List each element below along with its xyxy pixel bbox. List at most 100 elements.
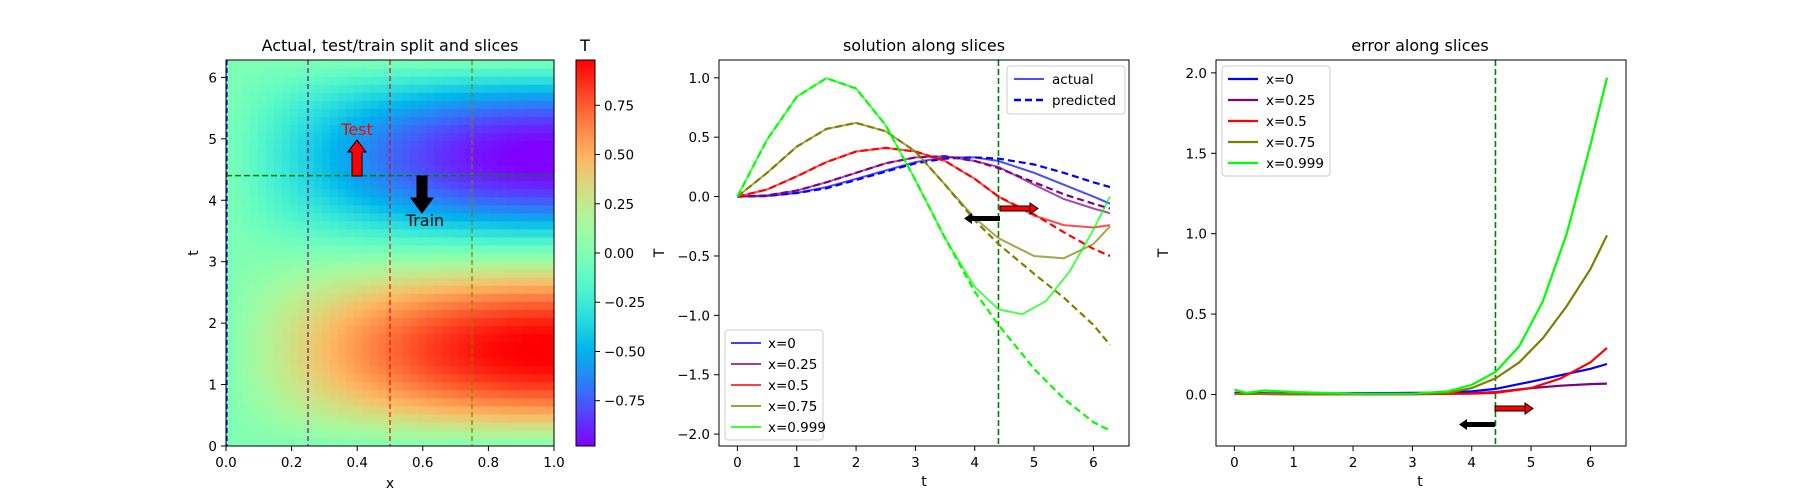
heatmap-cell — [410, 349, 419, 359]
heatmap-cell — [330, 212, 339, 222]
heatmap-cell — [282, 108, 291, 117]
heatmap-cell — [514, 180, 523, 190]
heatmap-cell — [322, 116, 331, 125]
heatmap-cell — [474, 204, 483, 214]
heatmap-cell — [546, 349, 555, 359]
heatmap-cell — [482, 180, 491, 190]
heatmap-cell — [450, 212, 459, 222]
heatmap-cell — [466, 405, 475, 415]
heatmap-cell — [330, 132, 339, 142]
heatmap-cell — [346, 164, 355, 174]
heatmap-cell — [498, 357, 507, 367]
heatmap-cell — [538, 341, 547, 351]
heatmap-cell — [338, 325, 347, 335]
heatmap-cell — [226, 172, 235, 182]
heatmap-cell — [306, 269, 315, 278]
heatmap-cell — [266, 180, 275, 190]
heatmap-cell — [354, 76, 363, 85]
heatmap-cell — [506, 397, 515, 407]
heatmap-cell — [410, 140, 419, 150]
heatmap-cell — [402, 373, 411, 383]
heatmap-cell — [234, 76, 243, 85]
heatmap-cell — [410, 236, 419, 246]
heatmap-cell — [282, 317, 291, 326]
heatmap-cell — [450, 196, 459, 206]
heatmap-cell — [266, 116, 275, 125]
heatmap-cell — [466, 132, 475, 142]
heatmap-cell — [354, 389, 363, 399]
heatmap-cell — [418, 60, 427, 69]
heatmap-cell — [282, 397, 291, 407]
heatmap-cell — [442, 220, 451, 230]
heatmap-cell — [442, 172, 451, 182]
heatmap-cell — [466, 116, 475, 125]
heatmap-cell — [346, 253, 355, 262]
heatmap-cell — [362, 277, 371, 286]
heatmap-cell — [538, 293, 547, 302]
y-tick-label: 0.0 — [689, 190, 710, 206]
heatmap-cell — [266, 357, 275, 367]
heatmap-cell — [322, 389, 331, 399]
heatmap-cell — [338, 349, 347, 359]
heatmap-cell — [466, 309, 475, 318]
heatmap-cell — [426, 132, 435, 142]
heatmap-cell — [370, 261, 379, 270]
heatmap-cell — [346, 277, 355, 286]
heatmap-cell — [346, 333, 355, 343]
heatmap-cell — [546, 277, 555, 286]
heatmap-cell — [234, 397, 243, 407]
heatmap-cell — [466, 188, 475, 198]
heatmap-cell — [226, 357, 235, 367]
heatmap-cell — [434, 84, 443, 93]
heatmap-cell — [370, 108, 379, 117]
heatmap-cell — [546, 68, 555, 77]
heatmap-cell — [242, 325, 251, 335]
heatmap-cell — [466, 349, 475, 359]
heatmap-cell — [242, 140, 251, 150]
heatmap-cell — [426, 156, 435, 166]
heatmap-cell — [546, 84, 555, 93]
heatmap-cell — [298, 253, 307, 262]
heatmap-cell — [402, 68, 411, 77]
heatmap-cell — [522, 148, 531, 158]
heatmap-cell — [306, 108, 315, 117]
heatmap-cell — [482, 172, 491, 182]
heatmap-cell — [234, 244, 243, 254]
heatmap-cell — [298, 148, 307, 158]
heatmap-cell — [434, 437, 443, 447]
heatmap-cell — [386, 373, 395, 383]
heatmap-cell — [234, 84, 243, 93]
heatmap-cell — [306, 413, 315, 423]
heatmap-cell — [346, 60, 355, 69]
heatmap-cell — [290, 421, 299, 431]
heatmap-cell — [482, 301, 491, 310]
heatmap-cell — [490, 413, 499, 423]
heatmap-cell — [346, 172, 355, 182]
heatmap-cell — [322, 76, 331, 85]
heatmap-cell — [314, 76, 323, 85]
heatmap-cell — [394, 60, 403, 69]
heatmap-cell — [466, 437, 475, 447]
heatmap-cell — [530, 437, 539, 447]
heatmap-cell — [234, 204, 243, 214]
heatmap-cell — [538, 277, 547, 286]
heatmap-cell — [474, 116, 483, 125]
heatmap-cell — [282, 365, 291, 375]
heatmap-cell — [506, 429, 515, 439]
heatmap-cell — [250, 60, 259, 69]
heatmap-cell — [314, 325, 323, 335]
heatmap-cell — [514, 84, 523, 93]
heatmap-cell — [370, 277, 379, 286]
heatmap-cell — [394, 437, 403, 447]
heatmap-cell — [306, 60, 315, 69]
heatmap-cell — [546, 108, 555, 117]
heatmap-cell — [498, 437, 507, 447]
heatmap-cell — [482, 413, 491, 423]
heatmap-cell — [306, 116, 315, 125]
heatmap-cell — [242, 212, 251, 222]
heatmap-cell — [354, 269, 363, 278]
heatmap-cell — [466, 180, 475, 190]
heatmap-cell — [290, 429, 299, 439]
heatmap-cell — [354, 188, 363, 198]
